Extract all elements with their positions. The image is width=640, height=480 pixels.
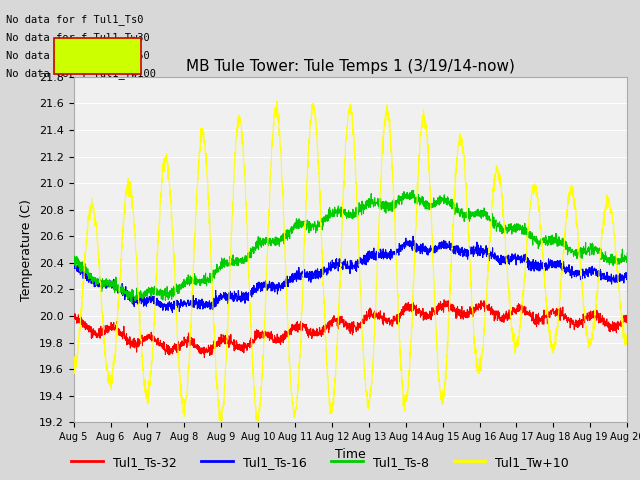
Text: No data for f Tul1_Ts0: No data for f Tul1_Ts0 (6, 13, 144, 24)
Legend: Tul1_Ts-32, Tul1_Ts-16, Tul1_Ts-8, Tul1_Tw+10: Tul1_Ts-32, Tul1_Ts-16, Tul1_Ts-8, Tul1_… (67, 451, 573, 474)
Text: No data for f Tul1_Tw30: No data for f Tul1_Tw30 (6, 32, 150, 43)
Text: No data for f Tul1_Tw50: No data for f Tul1_Tw50 (6, 50, 150, 61)
Text: No data for f Tul1_Tw100: No data for f Tul1_Tw100 (6, 68, 156, 79)
X-axis label: Time: Time (335, 448, 366, 461)
Y-axis label: Temperature (C): Temperature (C) (20, 199, 33, 300)
Title: MB Tule Tower: Tule Temps 1 (3/19/14-now): MB Tule Tower: Tule Temps 1 (3/19/14-now… (186, 59, 515, 74)
